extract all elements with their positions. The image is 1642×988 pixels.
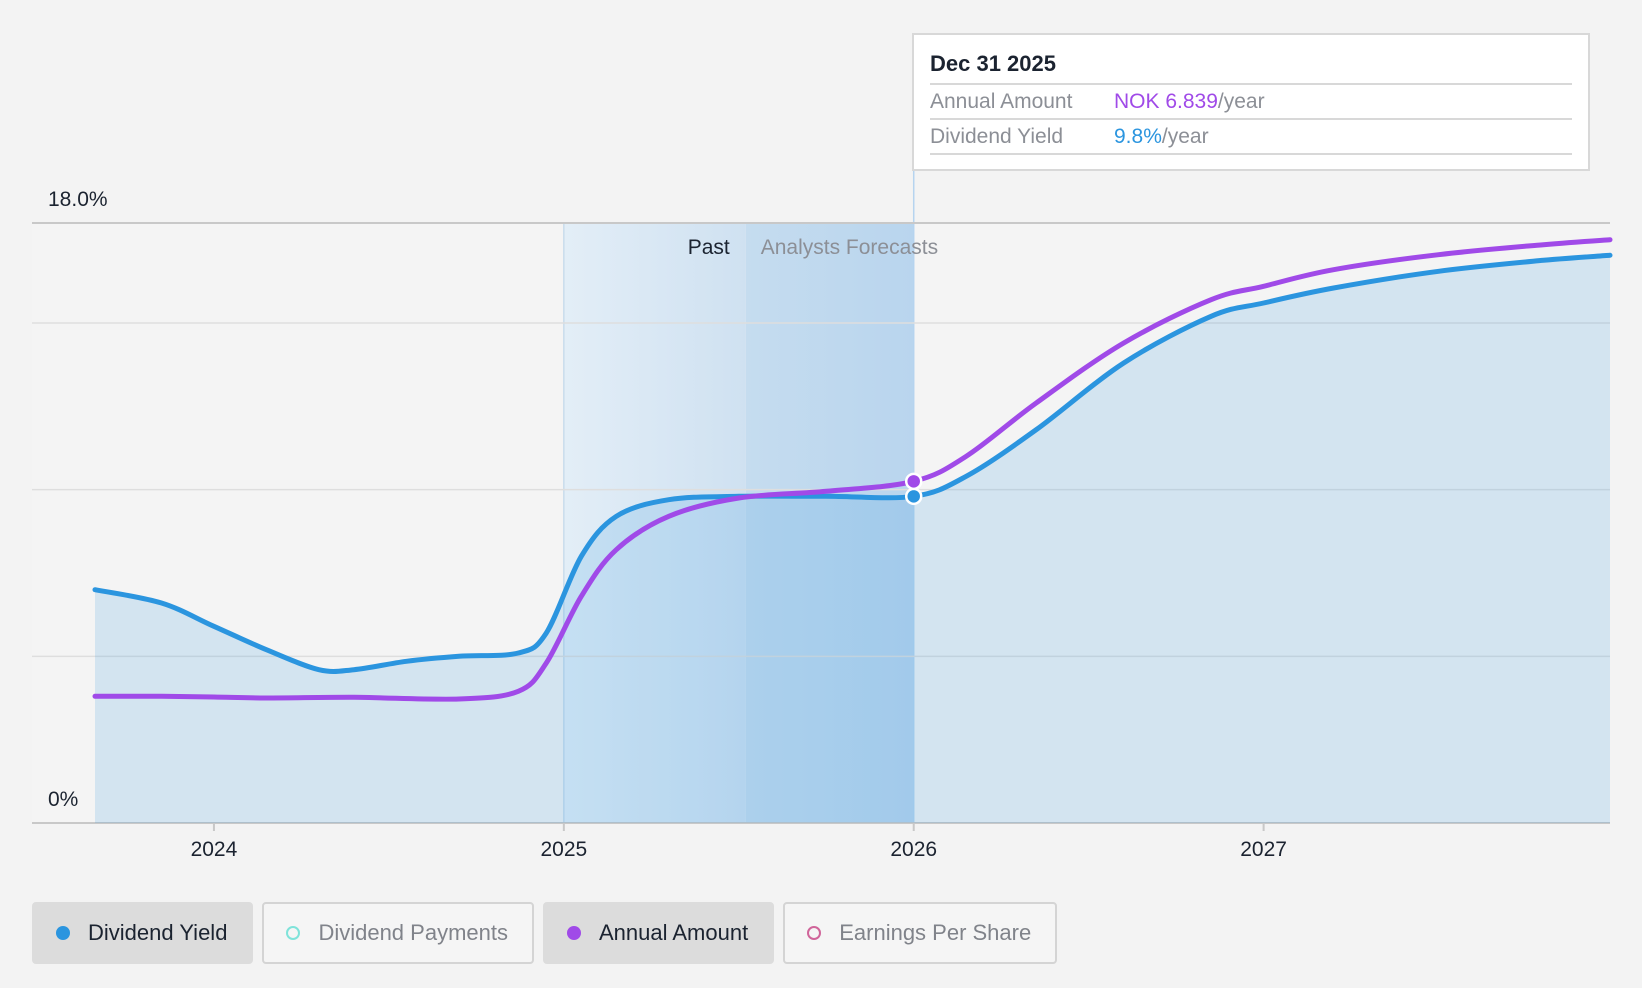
chart-legend: Dividend Yield Dividend Payments Annual …: [32, 902, 1058, 964]
tooltip-value: 9.8%: [1114, 125, 1162, 148]
legend-label: Annual Amount: [598, 920, 749, 945]
legend-annual-amount[interactable]: Annual Amount: [542, 902, 775, 964]
y-axis-bottom-label: 0%: [48, 788, 78, 811]
chart-tooltip: Dec 31 2025 Annual Amount NOK 6.839 /yea…: [912, 33, 1590, 171]
legend-label: Earnings Per Share: [839, 920, 1032, 945]
tooltip-row-dividend-yield: Dividend Yield 9.8% /year: [930, 118, 1572, 155]
past-label: Past: [688, 236, 730, 259]
x-tick-label: 2024: [191, 838, 238, 861]
tooltip-date: Dec 31 2025: [930, 51, 1056, 76]
tooltip-unit: /year: [1217, 90, 1265, 113]
x-tick-label: 2027: [1240, 838, 1287, 861]
legend-dividend-yield[interactable]: Dividend Yield: [32, 902, 254, 964]
annual-amount-marker: [904, 472, 923, 491]
filled-dot-icon: [566, 926, 581, 940]
filled-dot-icon: [56, 926, 70, 940]
legend-earnings-per-share[interactable]: Earnings Per Share: [783, 902, 1058, 964]
y-axis-top-label: 18.0%: [48, 188, 108, 211]
dividend-yield-line: [92, 252, 1613, 675]
legend-label: Dividend Yield: [88, 920, 228, 945]
hollow-dot-icon: [286, 926, 301, 940]
dividend-yield-marker: [904, 487, 923, 506]
tooltip-unit: /year: [1161, 125, 1209, 148]
legend-dividend-payments[interactable]: Dividend Payments: [262, 902, 534, 964]
x-tick-label: 2025: [540, 838, 587, 861]
hollow-dot-icon: [807, 926, 822, 940]
annual-amount-line: [92, 237, 1613, 702]
x-tick-label: 2026: [890, 838, 937, 861]
forecast-label: Analysts Forecasts: [761, 236, 938, 259]
tooltip-row-annual-amount: Annual Amount NOK 6.839 /year: [930, 83, 1572, 118]
tooltip-value: NOK 6.839: [1114, 90, 1218, 113]
tooltip-label: Dividend Yield: [930, 125, 1064, 148]
tooltip-label: Annual Amount: [930, 90, 1073, 113]
legend-label: Dividend Payments: [318, 920, 508, 945]
dividend-yield-area: [94, 255, 1611, 824]
